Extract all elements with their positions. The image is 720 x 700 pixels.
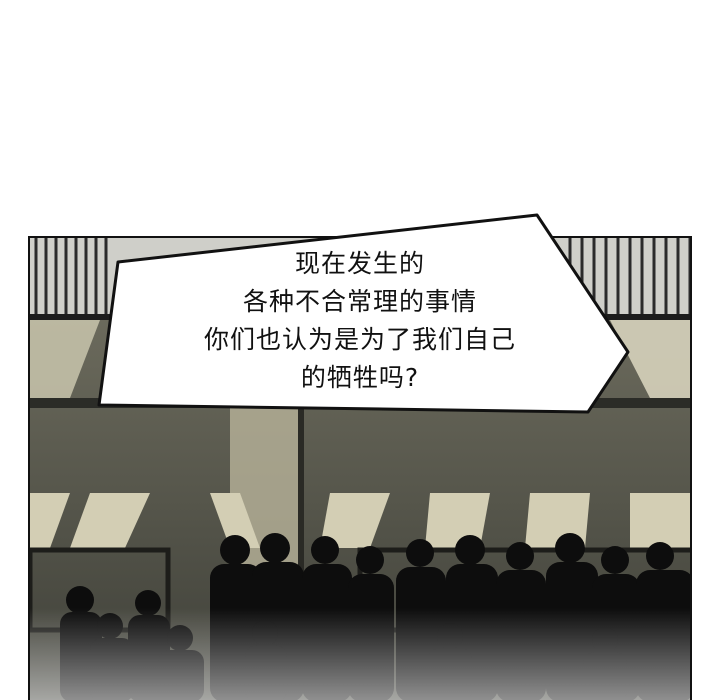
speech-line-4: 的牺牲吗? [300, 363, 420, 392]
speech-line-2: 各种不合常理的事情 [242, 287, 477, 316]
speech-line-3: 你们也认为是为了我们自己 [203, 325, 516, 354]
speech-line-1: 现在发生的 [294, 249, 425, 278]
speech-bubble-text: 现在发生的 各种不合常理的事情 你们也认为是为了我们自己 的牺牲吗? [150, 245, 570, 397]
blank-gutter [0, 0, 720, 235]
